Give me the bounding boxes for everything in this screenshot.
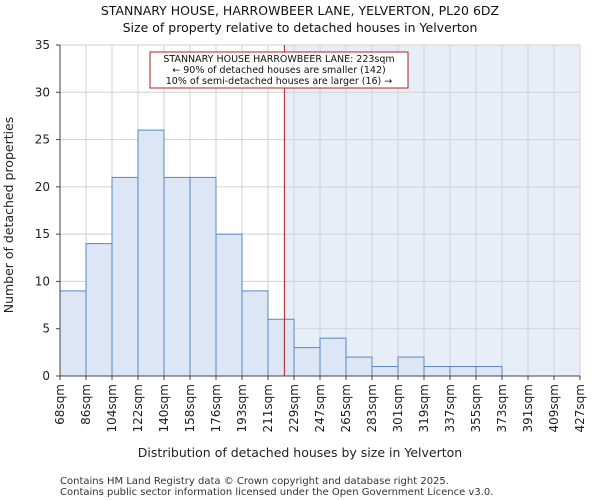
histogram-bar [59, 290, 87, 377]
x-tick-label: 86sqm [79, 384, 93, 425]
x-tick-label: 176sqm [209, 384, 223, 432]
x-tick-label: 68sqm [53, 384, 67, 425]
x-tick-label: 229sqm [287, 384, 301, 432]
bar-layer [59, 129, 503, 377]
x-tick-label: 193sqm [235, 384, 249, 432]
histogram-bar [85, 243, 113, 377]
histogram-bar [111, 176, 139, 377]
annotation-line-2: ← 90% of detached houses are smaller (14… [172, 65, 385, 76]
y-axis-label: Number of detached properties [1, 117, 16, 314]
y-tick-label: 10 [35, 274, 50, 288]
x-tick-label: 337sqm [443, 384, 457, 432]
x-tick-label: 104sqm [105, 384, 119, 432]
x-tick-layer: 68sqm 86sqm 104sqm 122sqm 140sqm 158sqm 176sqm… [53, 376, 587, 432]
annotation-box: STANNARY HOUSE HARROWBEER LANE: 223sqm ←… [149, 51, 409, 89]
x-tick-label: 283sqm [365, 384, 379, 432]
histogram-bar [397, 356, 425, 377]
chart-title: STANNARY HOUSE, HARROWBEER LANE, YELVERT… [101, 3, 499, 18]
histogram-bar [241, 290, 269, 377]
x-tick-label: 247sqm [313, 384, 327, 432]
y-tick-label: 20 [35, 180, 50, 194]
annotation-line-1: STANNARY HOUSE HARROWBEER LANE: 223sqm [163, 54, 394, 65]
x-tick-label: 301sqm [391, 384, 405, 432]
histogram-bar [475, 366, 503, 377]
histogram-bar [319, 337, 347, 377]
x-tick-label: 355sqm [469, 384, 483, 432]
histogram-bar [449, 366, 477, 377]
y-tick-label: 5 [42, 322, 50, 336]
x-tick-label: 409sqm [547, 384, 561, 432]
larger-region-shade [284, 45, 580, 376]
x-tick-label: 373sqm [495, 384, 509, 432]
x-tick-label: 158sqm [183, 384, 197, 432]
annotation-frame [149, 51, 409, 89]
histogram-bar [293, 347, 321, 377]
x-tick-label: 211sqm [261, 384, 275, 432]
y-tick-label: 30 [35, 85, 50, 99]
histogram-bar [423, 366, 451, 377]
y-tick-layer: 0 5 10 15 20 25 30 35 [35, 38, 60, 383]
x-tick-label: 427sqm [573, 384, 587, 432]
chart-subtitle: Size of property relative to detached ho… [123, 20, 478, 35]
histogram-bar [371, 366, 399, 377]
histogram-bar [345, 356, 373, 377]
histogram-bar [137, 129, 165, 377]
x-axis-label: Distribution of detached houses by size … [138, 445, 462, 460]
y-tick-label: 25 [35, 133, 50, 147]
histogram-bar [163, 176, 191, 377]
x-tick-label: 391sqm [521, 384, 535, 432]
histogram-bar [215, 233, 243, 377]
x-tick-label: 140sqm [157, 384, 171, 432]
y-tick-label: 0 [42, 369, 50, 383]
x-tick-label: 319sqm [417, 384, 431, 432]
footer-line-2: Contains public sector information licen… [60, 487, 493, 498]
y-tick-label: 35 [35, 38, 50, 52]
shade-layer [284, 45, 580, 376]
y-tick-label: 15 [35, 227, 50, 241]
x-tick-label: 265sqm [339, 384, 353, 432]
histogram-bar [189, 176, 217, 377]
annotation-line-3: 10% of semi-detached houses are larger (… [166, 76, 393, 87]
footer-line-1: Contains HM Land Registry data © Crown c… [60, 476, 449, 487]
x-tick-label: 122sqm [131, 384, 145, 432]
histogram-bar [267, 318, 295, 377]
